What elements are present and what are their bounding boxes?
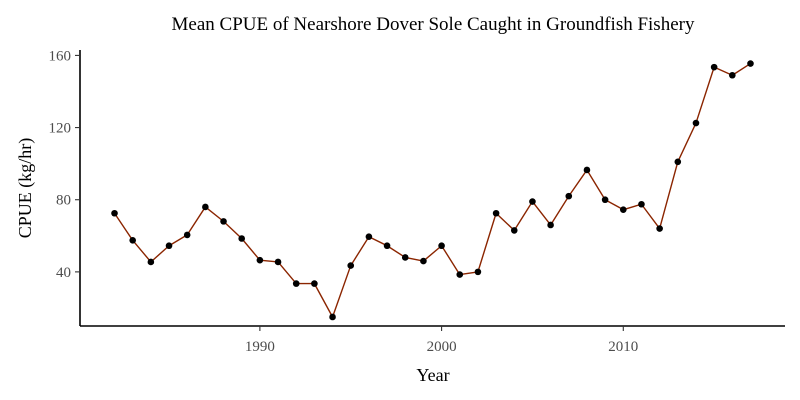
data-point-1999 [420,257,427,265]
data-point-1988 [220,218,227,225]
data-point-1991 [274,258,282,266]
series-line [113,62,751,318]
data-point-1983 [129,237,136,244]
data-point-1990 [256,256,264,264]
data-point-1993 [311,280,318,287]
data-point-2005 [529,198,536,205]
data-point-2015 [710,63,718,71]
y-tick-label-160: 160 [49,48,72,64]
data-point-2016 [729,71,736,79]
data-point-2001 [456,271,464,278]
data-point-1989 [238,235,246,242]
data-point-2010 [619,206,627,213]
data-point-1996 [365,233,373,241]
y-tick-label-40: 40 [56,265,71,281]
chart-title: Mean CPUE of Nearshore Dover Sole Caught… [172,14,695,35]
data-point-1998 [401,254,409,261]
x-tick-label-2000: 2000 [427,339,457,355]
data-point-2011 [638,200,645,208]
data-point-2000 [438,242,445,250]
data-point-1987 [202,203,209,211]
data-point-1995 [347,262,355,269]
y-tick-label-120: 120 [49,121,72,137]
data-point-1986 [183,231,191,239]
y-axis-label: CPUE (kg/hr) [15,138,36,239]
data-point-2008 [583,166,591,174]
data-point-2017 [747,60,754,67]
data-point-2009 [601,196,609,204]
data-point-2006 [547,221,554,229]
data-point-2013 [674,158,682,166]
data-point-2002 [474,268,482,276]
data-point-1984 [147,258,155,266]
data-point-1994 [329,313,336,321]
data-point-1992 [292,280,300,287]
x-axis-label: Year [416,365,449,385]
data-point-2014 [692,119,700,127]
data-point-2003 [492,209,500,217]
data-point-1985 [165,242,173,250]
data-point-1997 [383,242,391,250]
data-point-2004 [510,227,518,234]
x-tick-label-1990: 1990 [245,339,275,355]
data-point-2007 [565,192,573,200]
y-tick-label-80: 80 [56,193,71,209]
data-point-1982 [111,209,118,217]
data-point-2012 [656,225,663,232]
x-tick-label-2010: 2010 [608,339,638,355]
